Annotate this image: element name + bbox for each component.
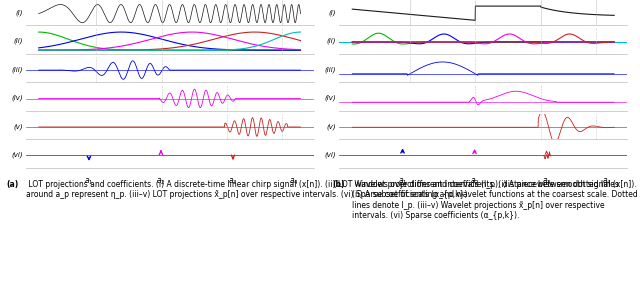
Text: LOT projections and coefficients. (i) A discrete-time linear chirp signal (x[n]): LOT projections and coefficients. (i) A … <box>26 180 618 199</box>
Text: $a_3$: $a_3$ <box>536 148 546 158</box>
Text: (iii): (iii) <box>325 66 337 73</box>
Text: $a_3$: $a_3$ <box>536 120 546 130</box>
Text: $a_2$: $a_2$ <box>156 176 166 187</box>
Text: $a_1$: $a_1$ <box>92 91 101 102</box>
Text: (i): (i) <box>329 9 337 16</box>
Text: $a_2$: $a_2$ <box>470 34 480 45</box>
Text: $a_3$: $a_3$ <box>228 176 238 187</box>
Text: $a_3$: $a_3$ <box>536 63 546 73</box>
Text: $a_1$: $a_1$ <box>92 34 101 45</box>
Text: (v): (v) <box>326 123 337 130</box>
Text: $a_2$: $a_2$ <box>470 91 480 102</box>
Text: $a_3$: $a_3$ <box>222 148 232 158</box>
Text: $a_1$: $a_1$ <box>92 63 101 73</box>
Text: $a_2$: $a_2$ <box>157 34 166 45</box>
Text: (v): (v) <box>13 123 23 130</box>
Text: $a_1$: $a_1$ <box>84 176 93 187</box>
Text: (b): (b) <box>333 180 346 189</box>
Text: $a_4$: $a_4$ <box>277 34 287 45</box>
Text: (ii): (ii) <box>13 38 23 44</box>
Text: $a_2$: $a_2$ <box>157 63 166 73</box>
Text: $a_3$: $a_3$ <box>536 34 546 45</box>
Text: (vi): (vi) <box>324 152 337 158</box>
Text: $a_2$: $a_2$ <box>470 63 480 73</box>
Text: $a_2$: $a_2$ <box>157 91 166 102</box>
Text: $a_1$: $a_1$ <box>405 63 415 73</box>
Text: (i): (i) <box>15 9 23 16</box>
Text: $a_1$: $a_1$ <box>398 176 407 187</box>
Text: (iv): (iv) <box>324 95 337 101</box>
Text: $a_3$: $a_3$ <box>222 120 232 130</box>
Text: (vi): (vi) <box>11 152 23 158</box>
Text: $a_4$: $a_4$ <box>602 176 612 187</box>
Text: (ii): (ii) <box>327 38 337 44</box>
Text: (iv): (iv) <box>11 95 23 101</box>
Text: (a): (a) <box>6 180 19 189</box>
Text: $a_4$: $a_4$ <box>591 148 601 158</box>
Text: $a_2$: $a_2$ <box>470 176 479 187</box>
Text: $a_3$: $a_3$ <box>222 63 232 73</box>
Text: $a_1$: $a_1$ <box>405 91 415 102</box>
Text: $a_4$: $a_4$ <box>277 148 287 158</box>
Text: $a_2$: $a_2$ <box>470 120 480 130</box>
Text: $a_4$: $a_4$ <box>591 63 601 73</box>
Text: (iii): (iii) <box>12 66 23 73</box>
Text: $a_3$: $a_3$ <box>222 34 232 45</box>
Text: $a_4$: $a_4$ <box>591 34 601 45</box>
Text: $a_4$: $a_4$ <box>289 176 298 187</box>
Text: Wavelet projections and coefficients. (i) A piecewise smooth signal (x[n]). (ii): Wavelet projections and coefficients. (i… <box>352 180 637 220</box>
Text: $a_3$: $a_3$ <box>541 176 552 187</box>
Text: $a_2$: $a_2$ <box>157 120 166 130</box>
Text: $a_4$: $a_4$ <box>277 63 287 73</box>
Text: $a_1$: $a_1$ <box>405 34 415 45</box>
